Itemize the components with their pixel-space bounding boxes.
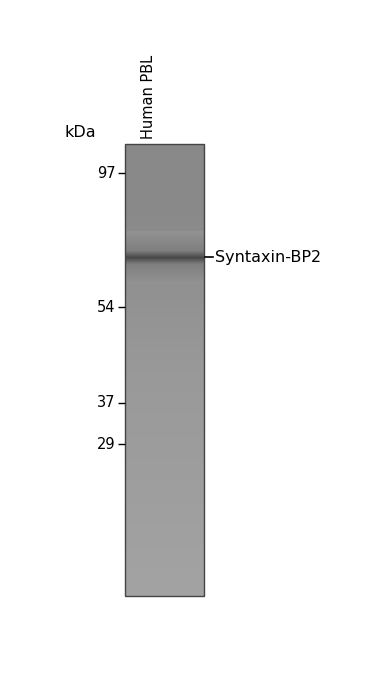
Text: kDa: kDa bbox=[64, 125, 96, 140]
Text: Human PBL: Human PBL bbox=[141, 55, 156, 139]
Text: 29: 29 bbox=[97, 437, 115, 451]
Text: 97: 97 bbox=[97, 166, 115, 181]
Text: Syntaxin-BP2: Syntaxin-BP2 bbox=[215, 250, 322, 264]
Text: 37: 37 bbox=[97, 395, 115, 410]
Text: 54: 54 bbox=[97, 299, 115, 315]
Bar bbox=[125, 144, 204, 595]
